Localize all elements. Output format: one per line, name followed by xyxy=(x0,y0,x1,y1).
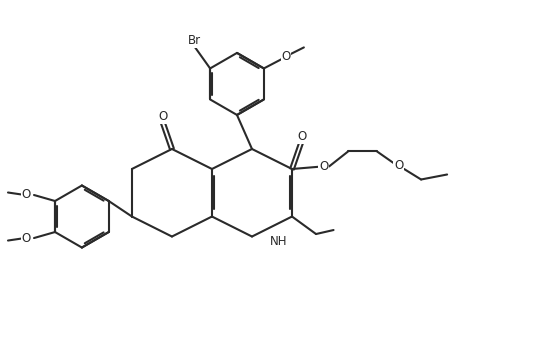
Text: O: O xyxy=(21,232,30,245)
Text: O: O xyxy=(394,159,403,172)
Text: O: O xyxy=(158,110,168,123)
Text: NH: NH xyxy=(270,235,287,248)
Text: Br: Br xyxy=(187,34,201,47)
Text: O: O xyxy=(319,160,328,173)
Text: O: O xyxy=(297,130,307,143)
Text: O: O xyxy=(281,50,290,64)
Text: O: O xyxy=(21,188,30,201)
